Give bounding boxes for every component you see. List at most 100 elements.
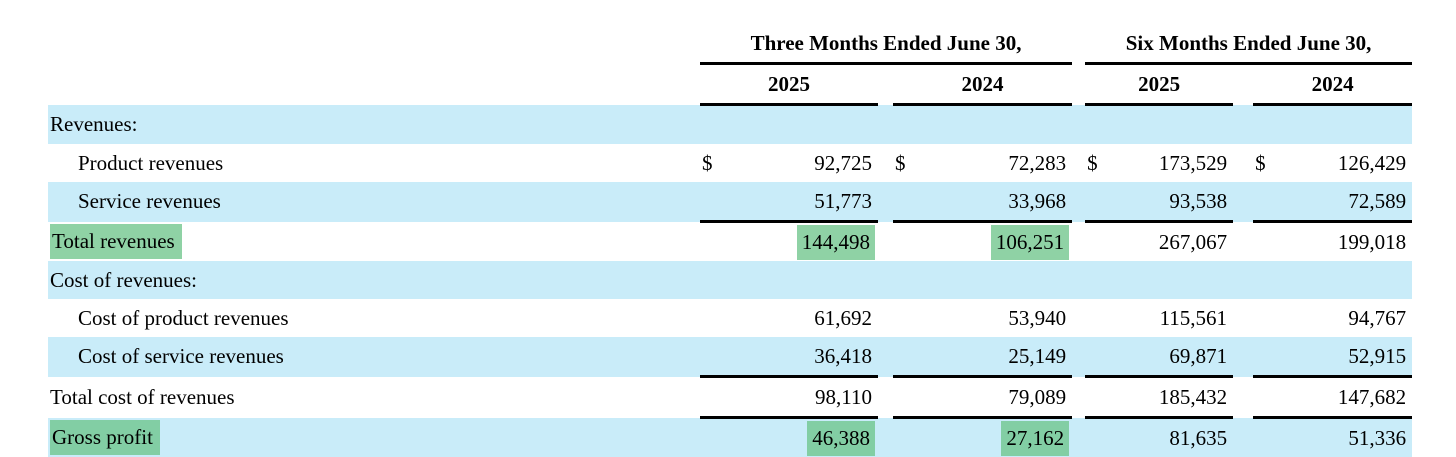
value-text: 81,635	[1169, 426, 1227, 450]
dollar-sign-cell: $	[893, 144, 923, 182]
dollar-sign-cell	[893, 377, 923, 418]
column-gap	[1233, 182, 1253, 222]
dollar-sign-cell	[700, 105, 730, 145]
dollar-sign-cell	[1253, 377, 1281, 418]
row-label: Service revenues	[78, 189, 221, 213]
value-cell: 72,589	[1281, 182, 1412, 222]
year-header-6m-2025: 2025	[1085, 64, 1233, 105]
column-gap	[1072, 299, 1085, 337]
value-cell: 52,915	[1281, 337, 1412, 377]
row-label: Cost of product revenues	[78, 306, 289, 330]
year-header-3m-2025: 2025	[700, 64, 878, 105]
dollar-sign-cell	[1253, 222, 1281, 262]
column-gap	[1072, 105, 1085, 145]
dollar-sign-cell	[1085, 337, 1113, 377]
dollar-sign-cell	[1085, 377, 1113, 418]
dollar-sign-cell	[700, 337, 730, 377]
dollar-sign-cell	[1085, 299, 1113, 337]
value-cell: 81,635	[1113, 418, 1233, 457]
row-label-cell: Cost of product revenues	[48, 299, 700, 337]
income-statement-table: Three Months Ended June 30, Six Months E…	[48, 0, 1412, 457]
dollar-sign-cell	[1253, 299, 1281, 337]
table-row: Product revenues$92,725$72,283$173,529$1…	[48, 144, 1412, 182]
table-row: Revenues:	[48, 105, 1412, 145]
value-cell: 98,110	[730, 377, 878, 418]
column-gap	[1072, 377, 1085, 418]
column-gap	[878, 182, 893, 222]
table-row: Gross profit 46,388 27,162 81,635 51,336	[48, 418, 1412, 457]
column-gap	[1072, 144, 1085, 182]
column-gap	[878, 337, 893, 377]
header-gap	[1072, 0, 1085, 64]
column-gap	[878, 418, 893, 457]
value-cell: 126,429	[1281, 144, 1412, 182]
column-gap	[1072, 418, 1085, 457]
row-label-cell: Revenues:	[48, 105, 700, 145]
value-cell: 33,968	[923, 182, 1072, 222]
row-label-cell: Gross profit	[48, 418, 700, 457]
column-gap	[1233, 337, 1253, 377]
dollar-sign-cell	[893, 182, 923, 222]
value-text: 147,682	[1338, 385, 1406, 409]
value-cell	[730, 261, 878, 299]
table-row: Cost of revenues:	[48, 261, 1412, 299]
header-gap	[878, 64, 893, 105]
value-text: 72,283	[1008, 151, 1066, 175]
value-cell: 92,725	[730, 144, 878, 182]
column-gap	[1072, 182, 1085, 222]
value-cell	[923, 261, 1072, 299]
value-text: 52,915	[1348, 344, 1406, 368]
dollar-sign-cell	[1085, 182, 1113, 222]
value-cell: 115,561	[1113, 299, 1233, 337]
column-gap	[1233, 105, 1253, 145]
value-text: 79,089	[1008, 385, 1066, 409]
value-cell: 147,682	[1281, 377, 1412, 418]
value-text: 72,589	[1348, 189, 1406, 213]
value-text: 27,162	[1001, 421, 1069, 456]
value-text: 61,692	[814, 306, 872, 330]
dollar-sign-cell	[700, 299, 730, 337]
header-gap	[1233, 64, 1253, 105]
value-cell: 69,871	[1113, 337, 1233, 377]
value-cell: 51,336	[1281, 418, 1412, 457]
row-label: Total revenues	[50, 224, 182, 259]
dollar-sign-cell	[1253, 418, 1281, 457]
column-gap	[878, 261, 893, 299]
value-cell: 51,773	[730, 182, 878, 222]
value-cell	[1281, 105, 1412, 145]
dollar-sign-cell	[893, 261, 923, 299]
value-cell: 93,538	[1113, 182, 1233, 222]
value-cell: 144,498	[730, 222, 878, 262]
row-label: Total cost of revenues	[50, 385, 235, 409]
value-text: 144,498	[797, 225, 875, 260]
value-text: 173,529	[1159, 151, 1227, 175]
column-gap	[878, 377, 893, 418]
value-cell: 46,388	[730, 418, 878, 457]
value-text: 51,773	[814, 189, 872, 213]
dollar-sign-cell	[700, 182, 730, 222]
value-cell: 79,089	[923, 377, 1072, 418]
row-label-cell: Product revenues	[48, 144, 700, 182]
value-text: 93,538	[1169, 189, 1227, 213]
dollar-sign-cell	[893, 299, 923, 337]
row-label: Product revenues	[78, 151, 223, 175]
dollar-sign-cell	[1253, 337, 1281, 377]
value-cell	[1113, 261, 1233, 299]
value-cell	[730, 105, 878, 145]
value-text: 33,968	[1008, 189, 1066, 213]
dollar-sign-cell	[893, 418, 923, 457]
header-gap	[1072, 64, 1085, 105]
value-text: 94,767	[1348, 306, 1406, 330]
value-text: 126,429	[1338, 151, 1406, 175]
column-gap	[1072, 337, 1085, 377]
column-gap	[1233, 144, 1253, 182]
column-gap	[1233, 299, 1253, 337]
column-gap	[1233, 261, 1253, 299]
dollar-sign-cell	[700, 222, 730, 262]
dollar-sign-cell: $	[1085, 144, 1113, 182]
value-text: 92,725	[814, 151, 872, 175]
period-header-three-months: Three Months Ended June 30,	[700, 0, 1072, 64]
dollar-sign-cell: $	[700, 144, 730, 182]
value-cell: 185,432	[1113, 377, 1233, 418]
